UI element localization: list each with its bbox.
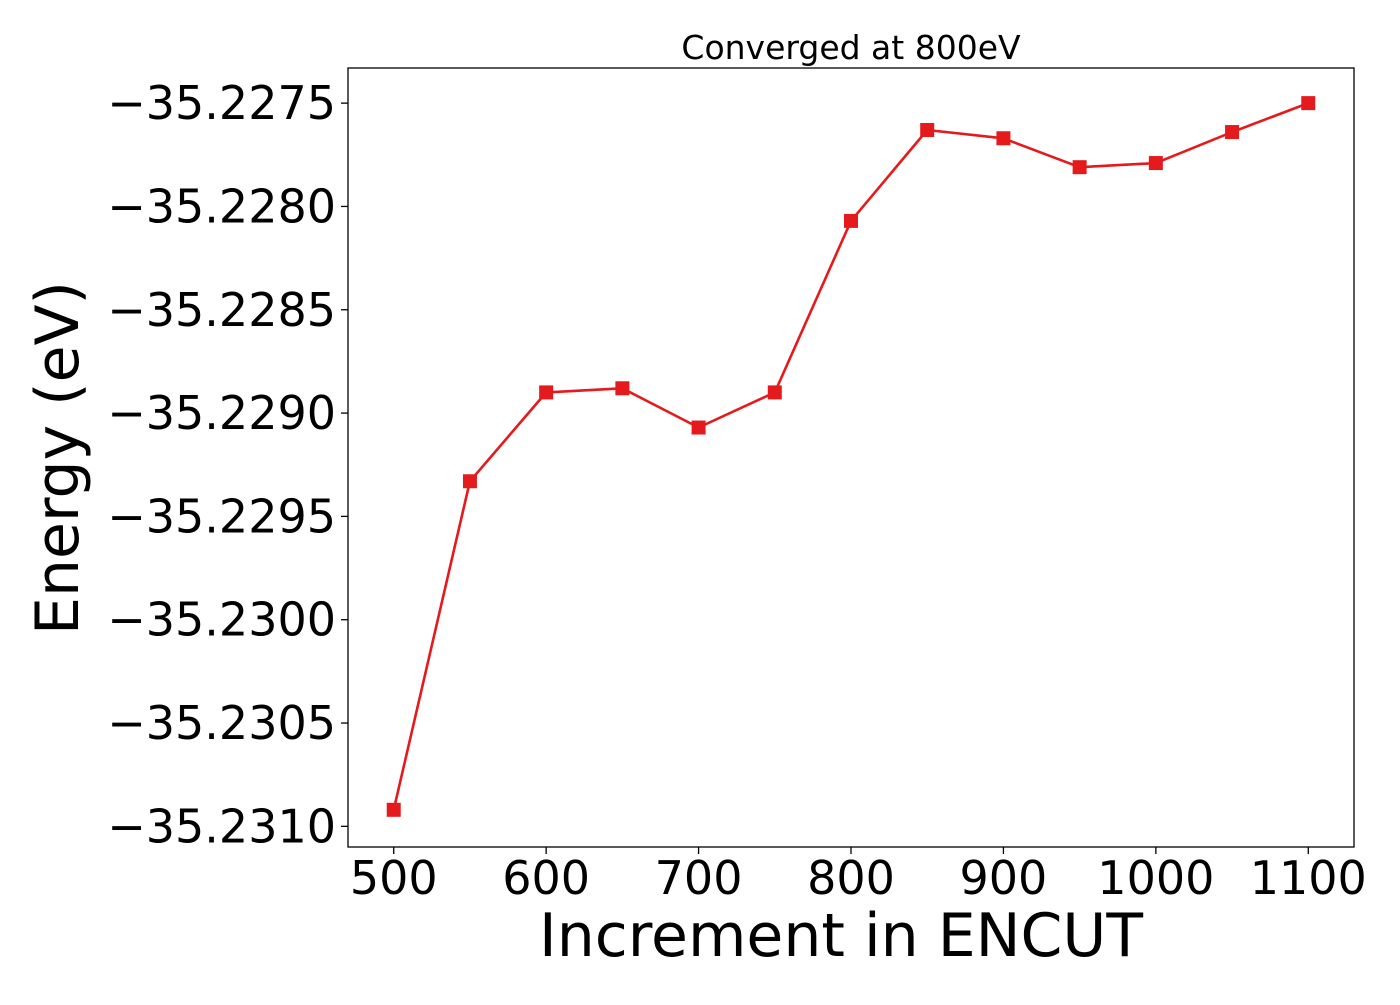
data-point [691,420,706,435]
data-point [996,131,1011,146]
data-point [615,381,630,396]
data-point [1301,96,1316,111]
y-tick-label: −35.2310 [107,799,336,853]
y-axis-ticks: −35.2310 −35.2305 −35.2300 −35.2295 −35.2290… [107,76,348,853]
x-tick-label: 600 [502,851,590,905]
y-tick-label: −35.2280 [107,179,336,233]
data-point [539,385,554,400]
x-tick-label: 900 [960,851,1048,905]
x-tick-label: 800 [807,851,895,905]
y-tick-label: −35.2275 [107,76,336,130]
data-point [1072,160,1087,175]
y-tick-label: −35.2290 [107,386,336,440]
data-point [462,474,477,489]
x-axis-ticks: 500 600 700 800 900 1000 1100 [350,847,1367,905]
data-point [767,385,782,400]
x-axis-label: Increment in ENCUT [539,901,1143,971]
x-tick-label: 1100 [1250,851,1367,905]
x-tick-label: 500 [350,851,438,905]
series-layer [386,96,1316,817]
data-point [1225,125,1240,140]
plot-area [347,67,1355,848]
y-tick-label: −35.2305 [107,696,336,750]
data-point [920,122,935,137]
x-tick-label: 1000 [1097,851,1214,905]
data-point [1148,156,1163,171]
data-point [386,802,401,817]
x-tick-label: 700 [655,851,743,905]
chart-title: Converged at 800eV [681,28,1021,67]
series-line [392,101,1309,811]
y-axis-label: Energy (eV) [23,281,93,635]
y-tick-label: −35.2300 [107,593,336,647]
y-tick-label: −35.2285 [107,283,336,337]
data-point [844,213,858,228]
y-tick-label: −35.2295 [107,489,336,543]
